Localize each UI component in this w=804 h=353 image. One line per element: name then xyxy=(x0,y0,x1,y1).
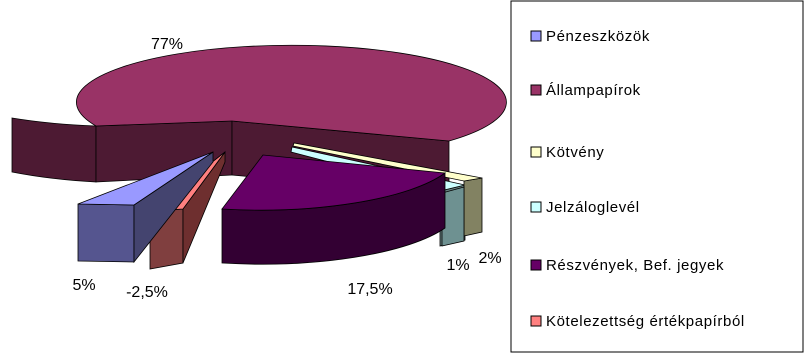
label-jelzaloglevel: 1% xyxy=(446,257,469,274)
slice-reszvenyek xyxy=(221,154,447,265)
legend-label-kotelezettseg: Kötelezettség értékpapírból xyxy=(546,313,745,330)
slice-allampapirok-top xyxy=(76,44,507,142)
slice-allampapirok-side xyxy=(11,117,97,183)
slice-penzeszkozok-front xyxy=(77,203,135,263)
legend-label-penzeszkozok: Pénzeszközök xyxy=(546,28,650,45)
legend-label-kotveny: Kötvény xyxy=(546,144,604,161)
slice-penzeszkozok xyxy=(77,151,214,264)
legend-swatch-penzeszkozok xyxy=(530,30,542,42)
legend-swatch-reszvenyek xyxy=(530,259,542,271)
slice-penzeszkozok-top xyxy=(77,151,214,206)
legend-swatch-allampapirok xyxy=(530,84,542,96)
legend-item-kotelezettseg: Kötelezettség értékpapírból xyxy=(530,313,745,330)
label-penzeszkozok: 5% xyxy=(72,277,95,294)
legend-swatch-kotelezettseg xyxy=(530,315,542,327)
legend-label-jelzaloglevel: Jelzáloglevél xyxy=(546,199,640,216)
slice-kotveny-side xyxy=(463,177,483,237)
legend-item-kotveny: Kötvény xyxy=(530,144,604,161)
label-kotelezettseg: -2,5% xyxy=(126,284,168,301)
slice-reszvenyek-top xyxy=(221,154,447,211)
label-reszvenyek: 17,5% xyxy=(347,281,392,298)
legend-label-reszvenyek: Részvények, Bef. jegyek xyxy=(546,257,724,274)
legend-item-allampapirok: Állampapírok xyxy=(530,82,641,99)
legend-swatch-jelzaloglevel xyxy=(530,201,542,213)
legend-box xyxy=(510,0,804,353)
legend-item-penzeszkozok: Pénzeszközök xyxy=(530,28,650,45)
slice-kotveny xyxy=(292,142,483,237)
legend-swatch-kotveny xyxy=(530,146,542,158)
label-allampapirok: 77% xyxy=(151,36,183,53)
legend-item-reszvenyek: Részvények, Bef. jegyek xyxy=(530,257,724,274)
label-kotveny: 2% xyxy=(478,250,501,267)
legend-label-allampapirok: Állampapírok xyxy=(546,82,641,99)
legend-item-jelzaloglevel: Jelzáloglevél xyxy=(530,199,640,216)
